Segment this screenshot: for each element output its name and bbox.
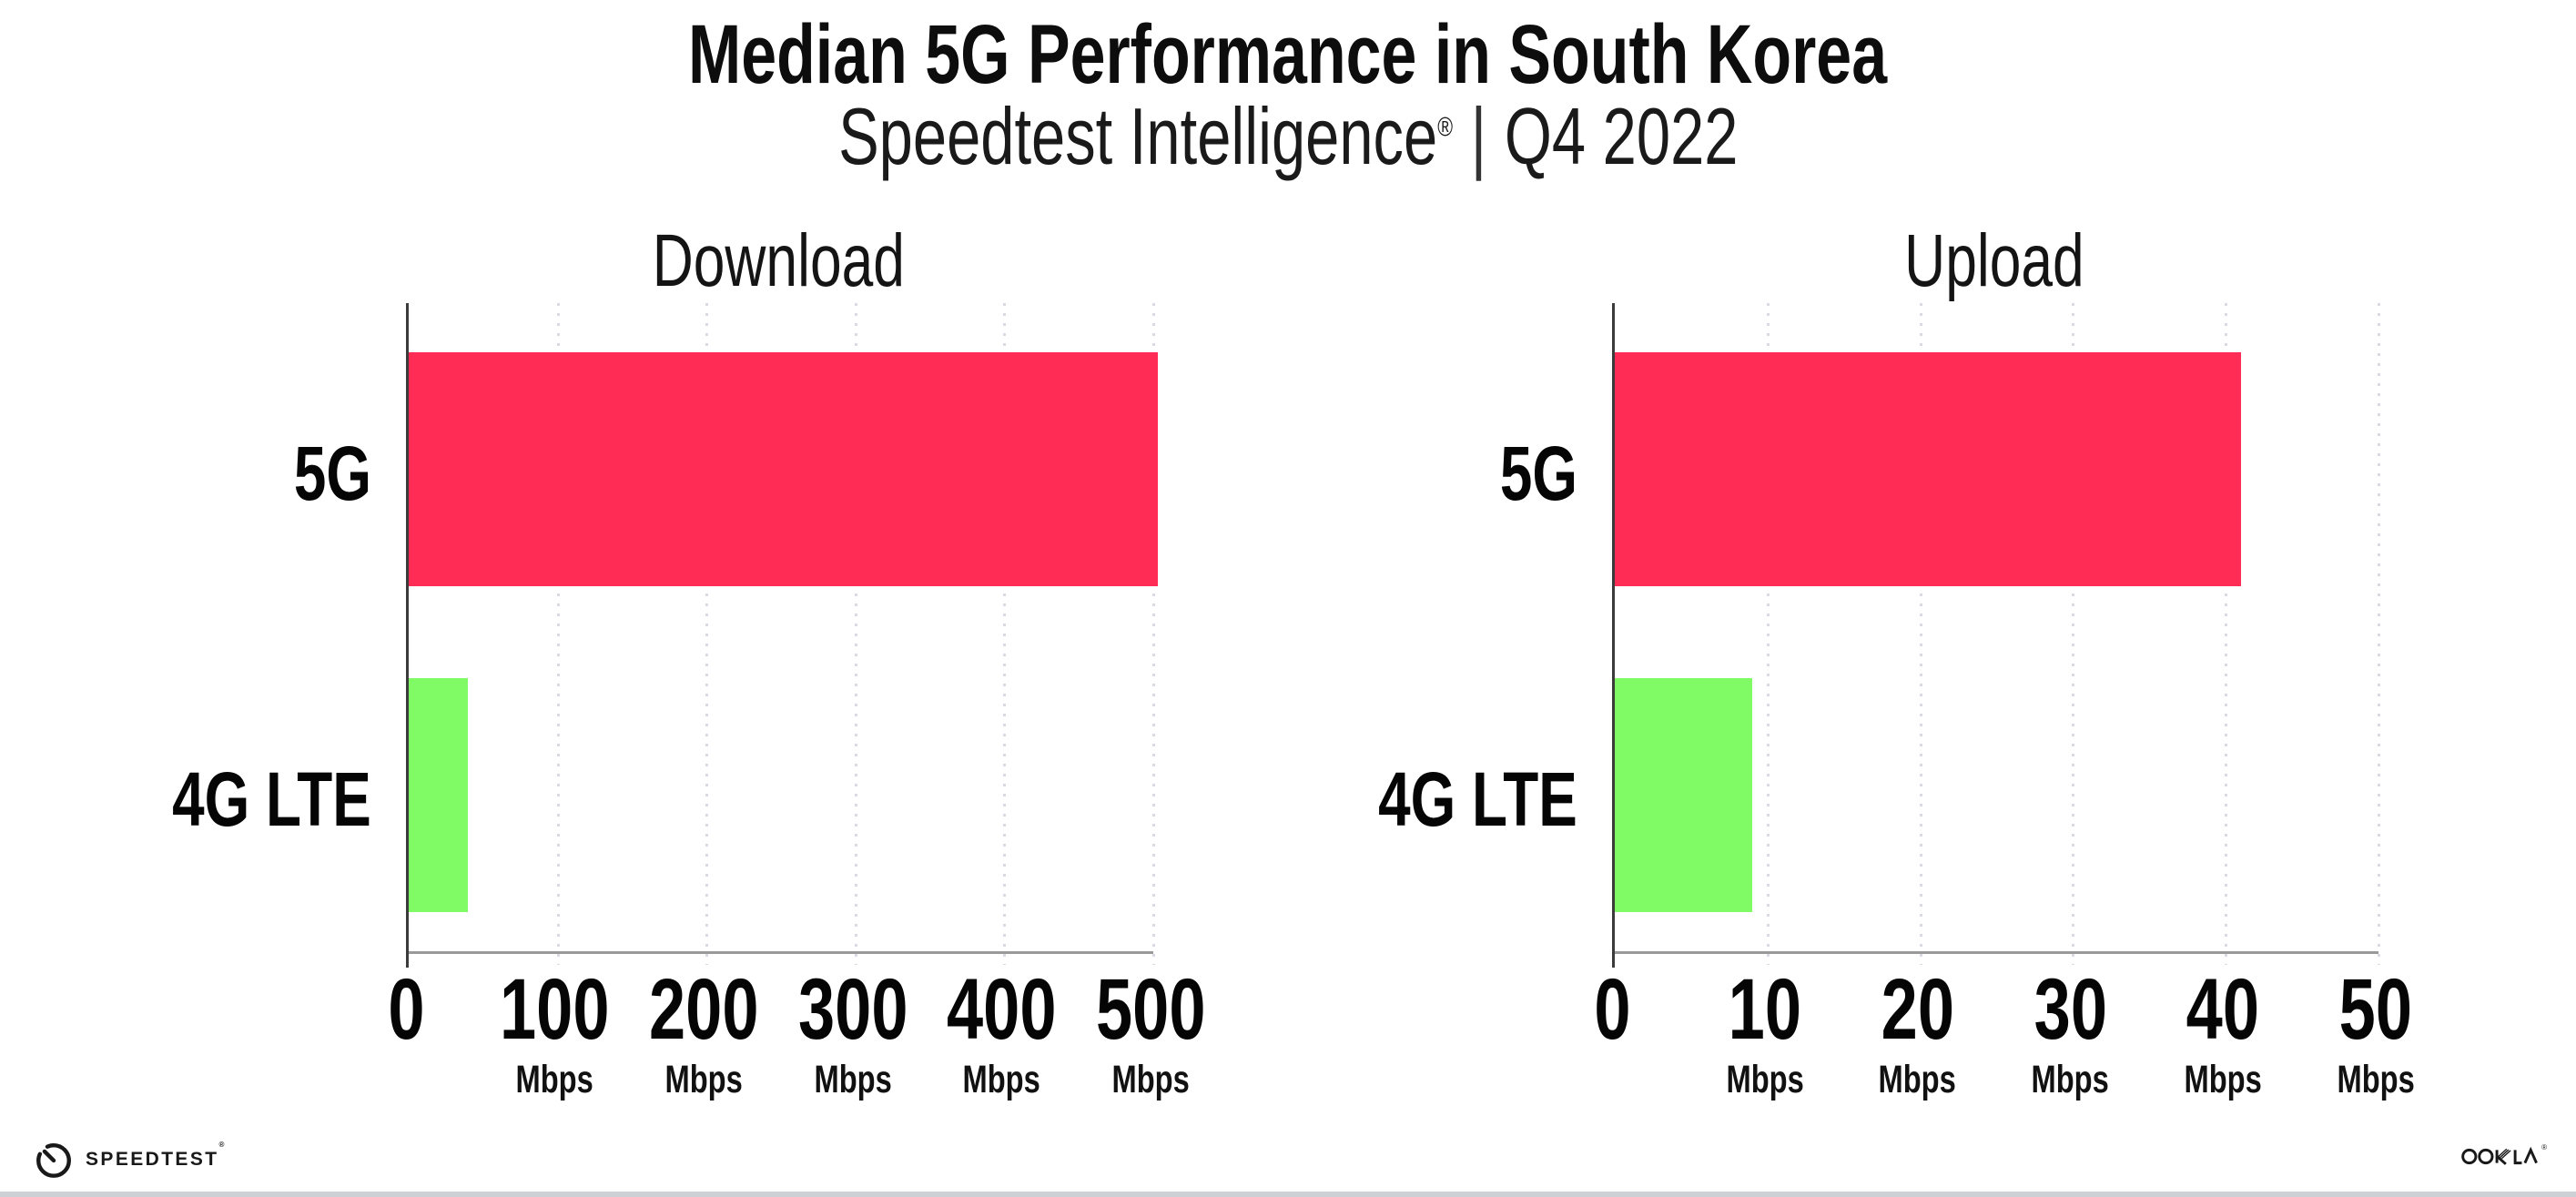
x-tick-number: 300 <box>797 961 908 1058</box>
x-tick-number: 30 <box>2033 961 2107 1058</box>
x-tick-40-upload: 40 Mbps <box>2077 967 2368 1100</box>
gridline-200 <box>705 303 709 965</box>
x-tick-number: 20 <box>1881 961 1954 1058</box>
x-tick-unit: Mbps <box>962 1058 1041 1101</box>
plot-area-upload <box>1612 303 2380 968</box>
gauge-needle-icon <box>42 1149 56 1163</box>
ookla-logo: ® <box>2461 1143 2547 1169</box>
subtitle-divider: | <box>1470 91 1486 181</box>
x-tick-unit: Mbps <box>515 1058 594 1101</box>
gridline-20 <box>1919 303 1922 965</box>
x-tick-number: 400 <box>947 961 1057 1058</box>
gridline-10 <box>1766 303 1770 965</box>
speedtest-wordmark: SPEEDTEST® <box>86 1141 227 1171</box>
chart-title-text: Download <box>652 219 905 302</box>
x-tick-unit: Mbps <box>1726 1058 1804 1101</box>
x-tick-number: 100 <box>500 961 610 1058</box>
category-label-5g-download: 5G <box>0 417 371 530</box>
bar-5g-download <box>409 352 1158 586</box>
bar-4g-lte-download <box>409 678 469 912</box>
x-tick-0-download: 0 <box>260 967 552 1053</box>
chart-title-download: Download <box>406 219 1151 302</box>
bar-5g-upload <box>1615 352 2241 586</box>
subtitle-brand: Speedtest Intelligence <box>837 91 1437 181</box>
ookla-wordmark-icon <box>2461 1146 2539 1165</box>
gridline-400 <box>1003 303 1007 965</box>
x-tick-0-upload: 0 <box>1466 967 1758 1053</box>
x-tick-number: 50 <box>2338 961 2413 1058</box>
x-tick-500-download: 500 Mbps <box>1005 967 1296 1100</box>
x-tick-400-download: 400 Mbps <box>856 967 1147 1100</box>
x-tick-300-download: 300 Mbps <box>707 967 999 1100</box>
page-title: Median 5G Performance in South Korea <box>0 13 2576 96</box>
category-label-text: 5G <box>1499 431 1577 516</box>
subtitle-period: Q4 2022 <box>1504 91 1739 181</box>
x-tick-number: 40 <box>2186 961 2260 1058</box>
chart-title-upload: Upload <box>1612 219 2376 302</box>
page-subtitle: Speedtest Intelligence® | Q4 2022 <box>0 96 2576 177</box>
page-title-text: Median 5G Performance in South Korea <box>688 8 1888 101</box>
category-label-text: 5G <box>293 431 371 516</box>
category-label-text: 4G LTE <box>1378 756 1577 842</box>
speedtest-logo: SPEEDTEST® <box>33 1141 227 1178</box>
x-tick-number: 0 <box>1593 961 1631 1058</box>
category-label-text: 4G LTE <box>172 756 371 842</box>
bar-4g-lte-upload <box>1615 678 1753 912</box>
speedtest-label: SPEEDTEST <box>86 1149 219 1170</box>
chart-title-text: Upload <box>1903 219 2084 302</box>
plot-area-download <box>406 303 1158 968</box>
x-tick-unit: Mbps <box>1878 1058 1957 1101</box>
y-axis-foot <box>406 951 409 968</box>
gridline-30 <box>2072 303 2075 965</box>
x-tick-number: 10 <box>1728 961 1801 1058</box>
gridline-300 <box>854 303 857 965</box>
gridline-500 <box>1152 303 1155 965</box>
x-tick-200-download: 200 Mbps <box>558 967 849 1100</box>
x-tick-unit: Mbps <box>2184 1058 2262 1101</box>
x-tick-100-download: 100 Mbps <box>410 967 701 1100</box>
y-axis-foot <box>1612 951 1615 968</box>
x-tick-30-upload: 30 Mbps <box>1924 967 2216 1100</box>
speedtest-gauge-icon <box>36 1142 71 1178</box>
category-label-4g-lte-upload: 4G LTE <box>1195 743 1577 856</box>
page-subtitle-text: Speedtest Intelligence® | Q4 2022 <box>838 96 1738 177</box>
category-label-5g-upload: 5G <box>1195 417 1577 530</box>
x-tick-number: 200 <box>648 961 759 1058</box>
x-tick-unit: Mbps <box>1111 1058 1190 1101</box>
gridline-50 <box>2378 303 2380 965</box>
ookla-registered-icon: ® <box>2541 1143 2547 1151</box>
registered-mark-icon: ® <box>1436 112 1453 143</box>
x-tick-20-upload: 20 Mbps <box>1772 967 2064 1100</box>
category-label-4g-lte-download: 4G LTE <box>0 743 371 856</box>
x-tick-unit: Mbps <box>2031 1058 2110 1101</box>
x-tick-10-upload: 10 Mbps <box>1619 967 1911 1100</box>
bottom-border <box>0 1192 2576 1197</box>
x-tick-number: 500 <box>1095 961 1206 1058</box>
x-tick-number: 0 <box>387 961 425 1058</box>
gridline-40 <box>2225 303 2228 965</box>
x-tick-50-upload: 50 Mbps <box>2230 967 2521 1100</box>
x-tick-unit: Mbps <box>814 1058 892 1101</box>
x-tick-unit: Mbps <box>2337 1058 2415 1101</box>
x-tick-unit: Mbps <box>664 1058 743 1101</box>
speedtest-registered-icon: ® <box>218 1141 227 1149</box>
gridline-100 <box>556 303 560 965</box>
